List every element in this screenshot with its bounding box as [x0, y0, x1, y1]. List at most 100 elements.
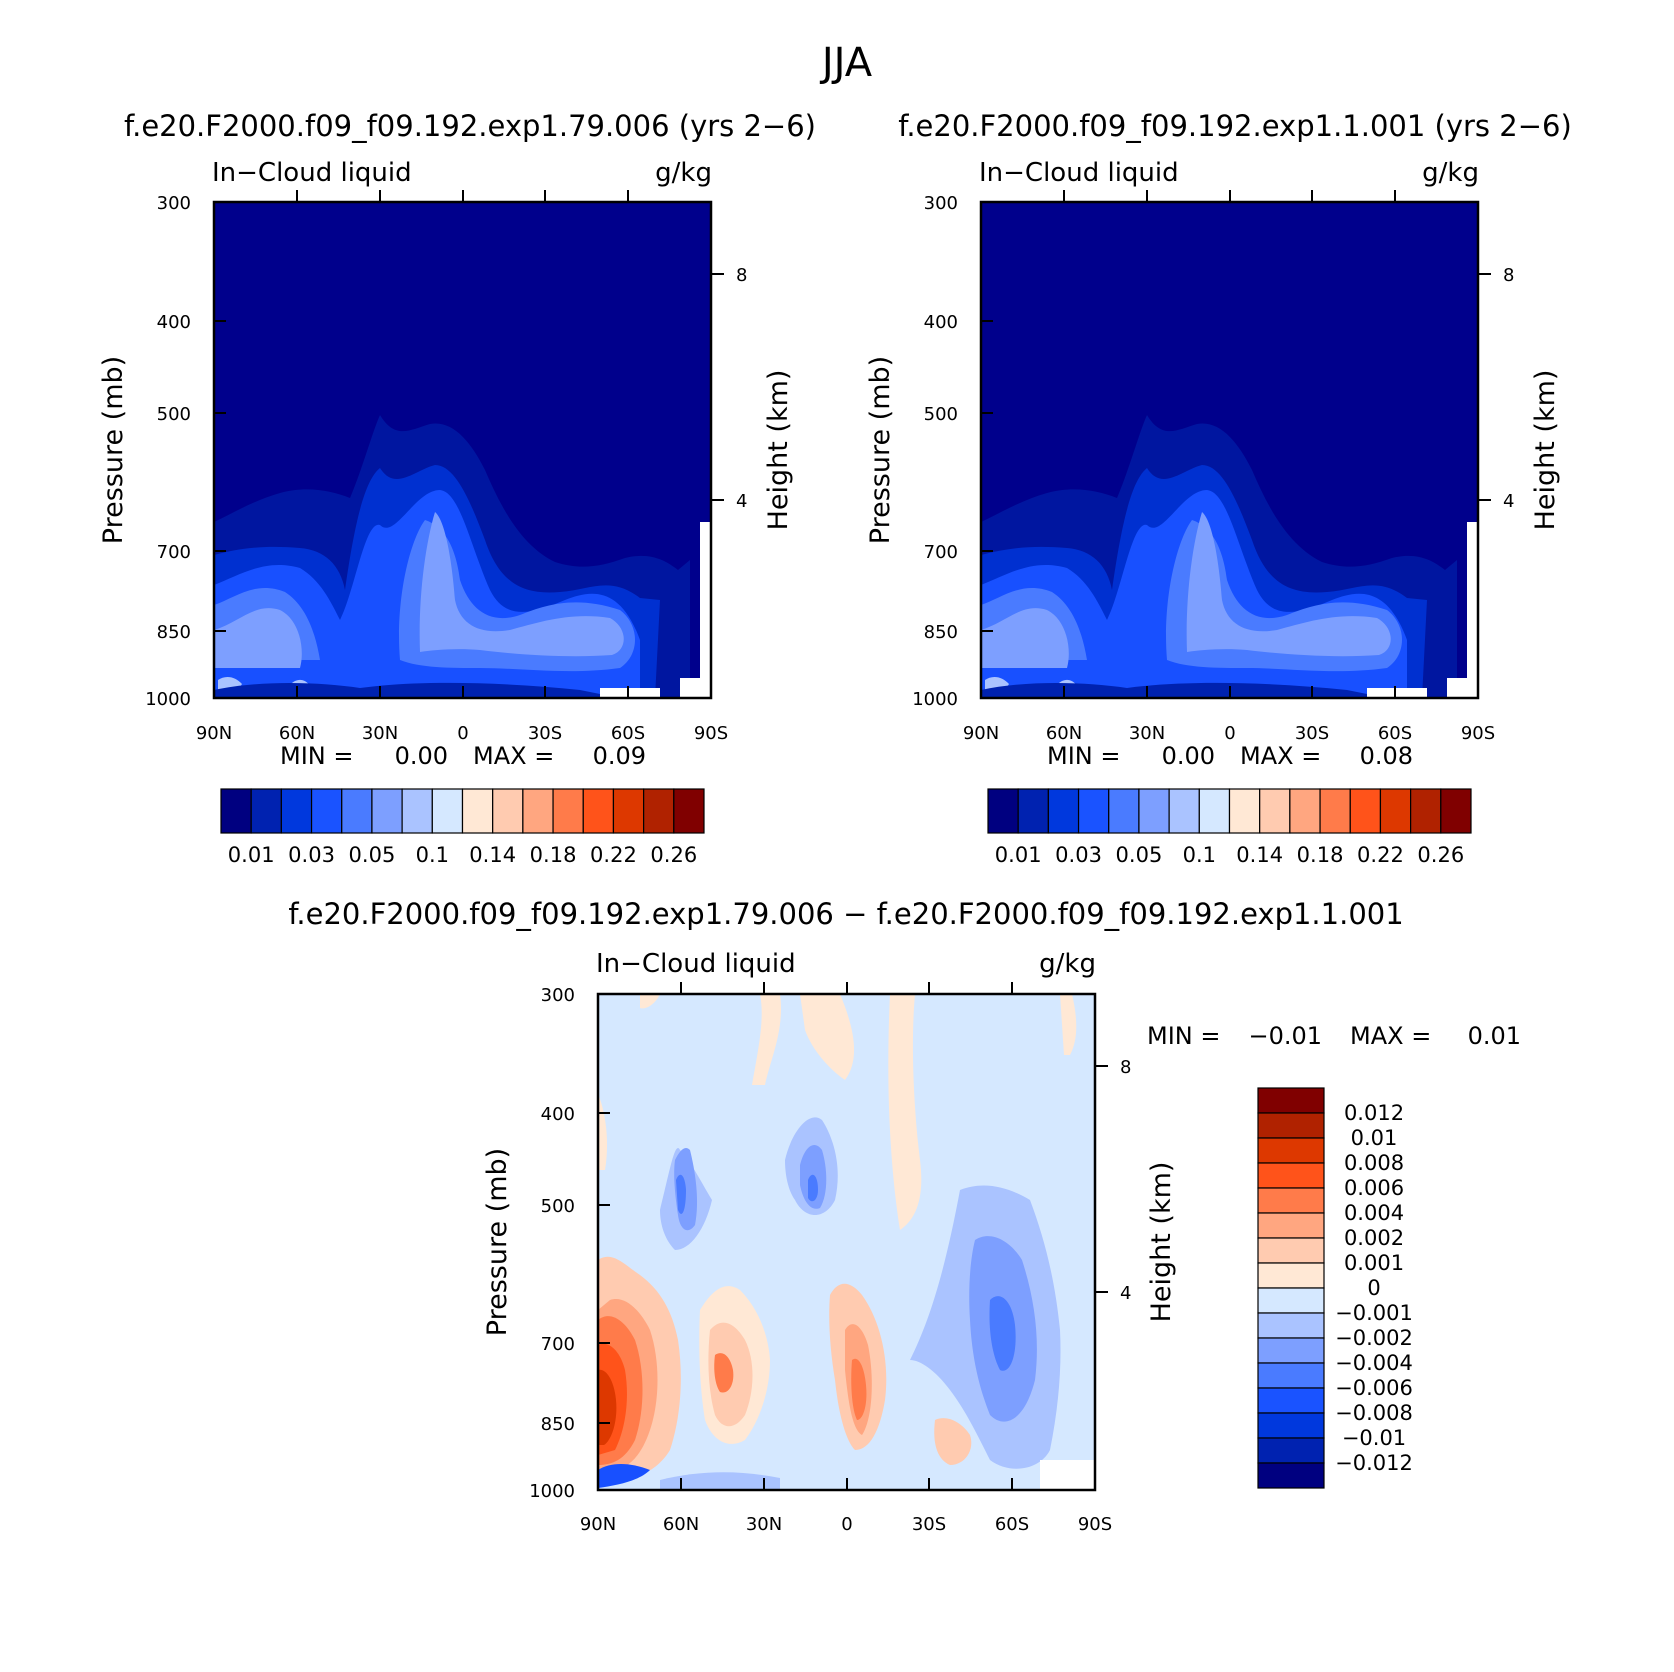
y-axis-right: 8 4 Height (km): [1095, 1057, 1177, 1322]
x-tick-label: 0: [841, 1514, 852, 1535]
colorbar: 0.01 0.03 0.05 0.1 0.14 0.18 0.22 0.26: [987, 788, 1472, 867]
colorbar-label: −0.012: [1335, 1451, 1413, 1475]
surface-band: [981, 682, 1387, 698]
colorbar-swatch: [582, 788, 615, 834]
colorbar-swatch: [1257, 1312, 1325, 1339]
colorbar-swatch: [1259, 788, 1291, 834]
panel-title: f.e20.F2000.f09_f09.192.exp1.1.001 (yrs …: [898, 109, 1572, 143]
missing-data-surface: [1367, 688, 1427, 698]
colorbar-swatch: [987, 788, 1019, 834]
contour-level-5: [981, 512, 1391, 668]
panel-difference: f.e20.F2000.f09_f09.192.exp1.79.006 − f.…: [288, 897, 1521, 1535]
colorbar-swatch: [1228, 788, 1261, 834]
colorbar-label: −0.002: [1335, 1326, 1413, 1350]
colorbar-swatch: [1257, 1387, 1325, 1414]
panel-title: f.e20.F2000.f09_f09.192.exp1.79.006 (yrs…: [124, 109, 816, 143]
colorbar-swatch: [522, 788, 554, 834]
min-value: 0.00: [1162, 742, 1215, 770]
x-tick-label: 90N: [196, 723, 232, 744]
y-tick-label: 1000: [912, 689, 958, 710]
contour-negative-surface: [660, 1472, 780, 1490]
colorbar-label: 0.002: [1344, 1226, 1404, 1250]
colorbar-label: −0.001: [1335, 1301, 1413, 1325]
plot-area: [981, 202, 1478, 698]
colorbar-label: −0.006: [1335, 1376, 1413, 1400]
units-label: g/kg: [655, 158, 712, 188]
max-value: 0.09: [593, 742, 646, 770]
y-tick-label: 500: [541, 1196, 575, 1217]
min-label: MIN =: [1047, 742, 1120, 770]
figure-title: JJA: [819, 40, 873, 86]
colorbar-swatch: [1257, 1162, 1325, 1189]
colorbar-label: 0.22: [1357, 843, 1404, 867]
colorbar-swatch: [1257, 1337, 1325, 1364]
contour-positive: [598, 1369, 617, 1445]
y-tick-label: 850: [157, 622, 191, 643]
min-max-readout: MIN = 0.00 MAX = 0.08: [1047, 742, 1413, 770]
colorbar-swatch: [1257, 1462, 1325, 1489]
x-tick-label: 90S: [1078, 1514, 1112, 1535]
colorbar-label: 0.05: [349, 843, 396, 867]
max-label: MAX =: [473, 742, 554, 770]
colorbar-swatch: [431, 788, 464, 834]
colorbar-swatch: [1047, 788, 1080, 834]
contour-negative: [676, 1174, 686, 1214]
colorbar-label: 0.1: [1183, 843, 1216, 867]
surface-band: [214, 682, 620, 698]
x-tick-label: 60N: [279, 723, 315, 744]
contour-negative: [808, 1174, 818, 1202]
x-tick-label: 30N: [362, 723, 398, 744]
colorbar-label: 0.22: [590, 843, 637, 867]
colorbar-label: −0.008: [1335, 1401, 1413, 1425]
x-tick-label: 30N: [746, 1514, 782, 1535]
colorbar-swatch: [1257, 1112, 1325, 1139]
contour-negative: [989, 1296, 1016, 1371]
colorbar-label: 0.01: [1351, 1126, 1398, 1150]
contour-negative-surface: [598, 1464, 650, 1488]
x-tick-label: 60N: [1046, 723, 1082, 744]
colorbar-swatch: [1410, 788, 1442, 834]
colorbar-swatch: [1257, 1087, 1325, 1114]
colorbar-label: 0.008: [1344, 1151, 1404, 1175]
max-label: MAX =: [1240, 742, 1321, 770]
y-axis-title: Pressure (mb): [98, 356, 129, 544]
colorbar-label: 0.14: [469, 843, 516, 867]
colorbar: 0.0120.010.0080.0060.0040.0020.0010−0.00…: [1257, 1087, 1413, 1489]
y-tick-label: 300: [157, 193, 191, 214]
min-label: MIN =: [1147, 1022, 1220, 1050]
y-tick-label: 500: [924, 404, 958, 425]
colorbar-label: 0.26: [1417, 843, 1464, 867]
colorbar-swatch: [1198, 788, 1231, 834]
max-value: 0.01: [1468, 1022, 1521, 1050]
y-tick-label: 1000: [145, 689, 191, 710]
colorbar-swatch: [250, 788, 282, 834]
x-tick-label: 30N: [1129, 723, 1165, 744]
min-label: MIN =: [280, 742, 353, 770]
colorbar-swatch: [1257, 1212, 1325, 1239]
min-value: −0.01: [1248, 1022, 1322, 1050]
x-tick-label: 30S: [528, 723, 562, 744]
panel-title: f.e20.F2000.f09_f09.192.exp1.79.006 − f.…: [288, 897, 1403, 931]
y-right-axis-title: Height (km): [763, 370, 794, 531]
plot-area: [214, 202, 711, 698]
contour-positive: [934, 1418, 972, 1465]
contour-positive: [1060, 994, 1077, 1055]
colorbar-swatch: [220, 788, 252, 834]
colorbar-swatch: [1440, 788, 1472, 834]
colorbar-label: 0.18: [1297, 843, 1344, 867]
x-tick-label: 30S: [912, 1514, 946, 1535]
x-tick-label: 30S: [1295, 723, 1329, 744]
colorbar-swatch: [1257, 1262, 1325, 1289]
colorbar-label: 0.001: [1344, 1251, 1404, 1275]
colorbar-label: 0.03: [1055, 843, 1102, 867]
x-axis: 90N 60N 30N 0 30S 60S 90S: [196, 190, 728, 744]
missing-data: [680, 522, 711, 698]
y-tick-label: 300: [541, 985, 575, 1006]
x-tick-label: 90S: [694, 723, 728, 744]
x-axis: 90N 60N 30N 0 30S 60S 90S: [963, 190, 1495, 744]
y-right-tick-label: 4: [1120, 1283, 1131, 1304]
missing-data-surface: [600, 688, 660, 698]
colorbar-swatch: [1257, 1287, 1325, 1314]
colorbar-label: 0.18: [530, 843, 577, 867]
